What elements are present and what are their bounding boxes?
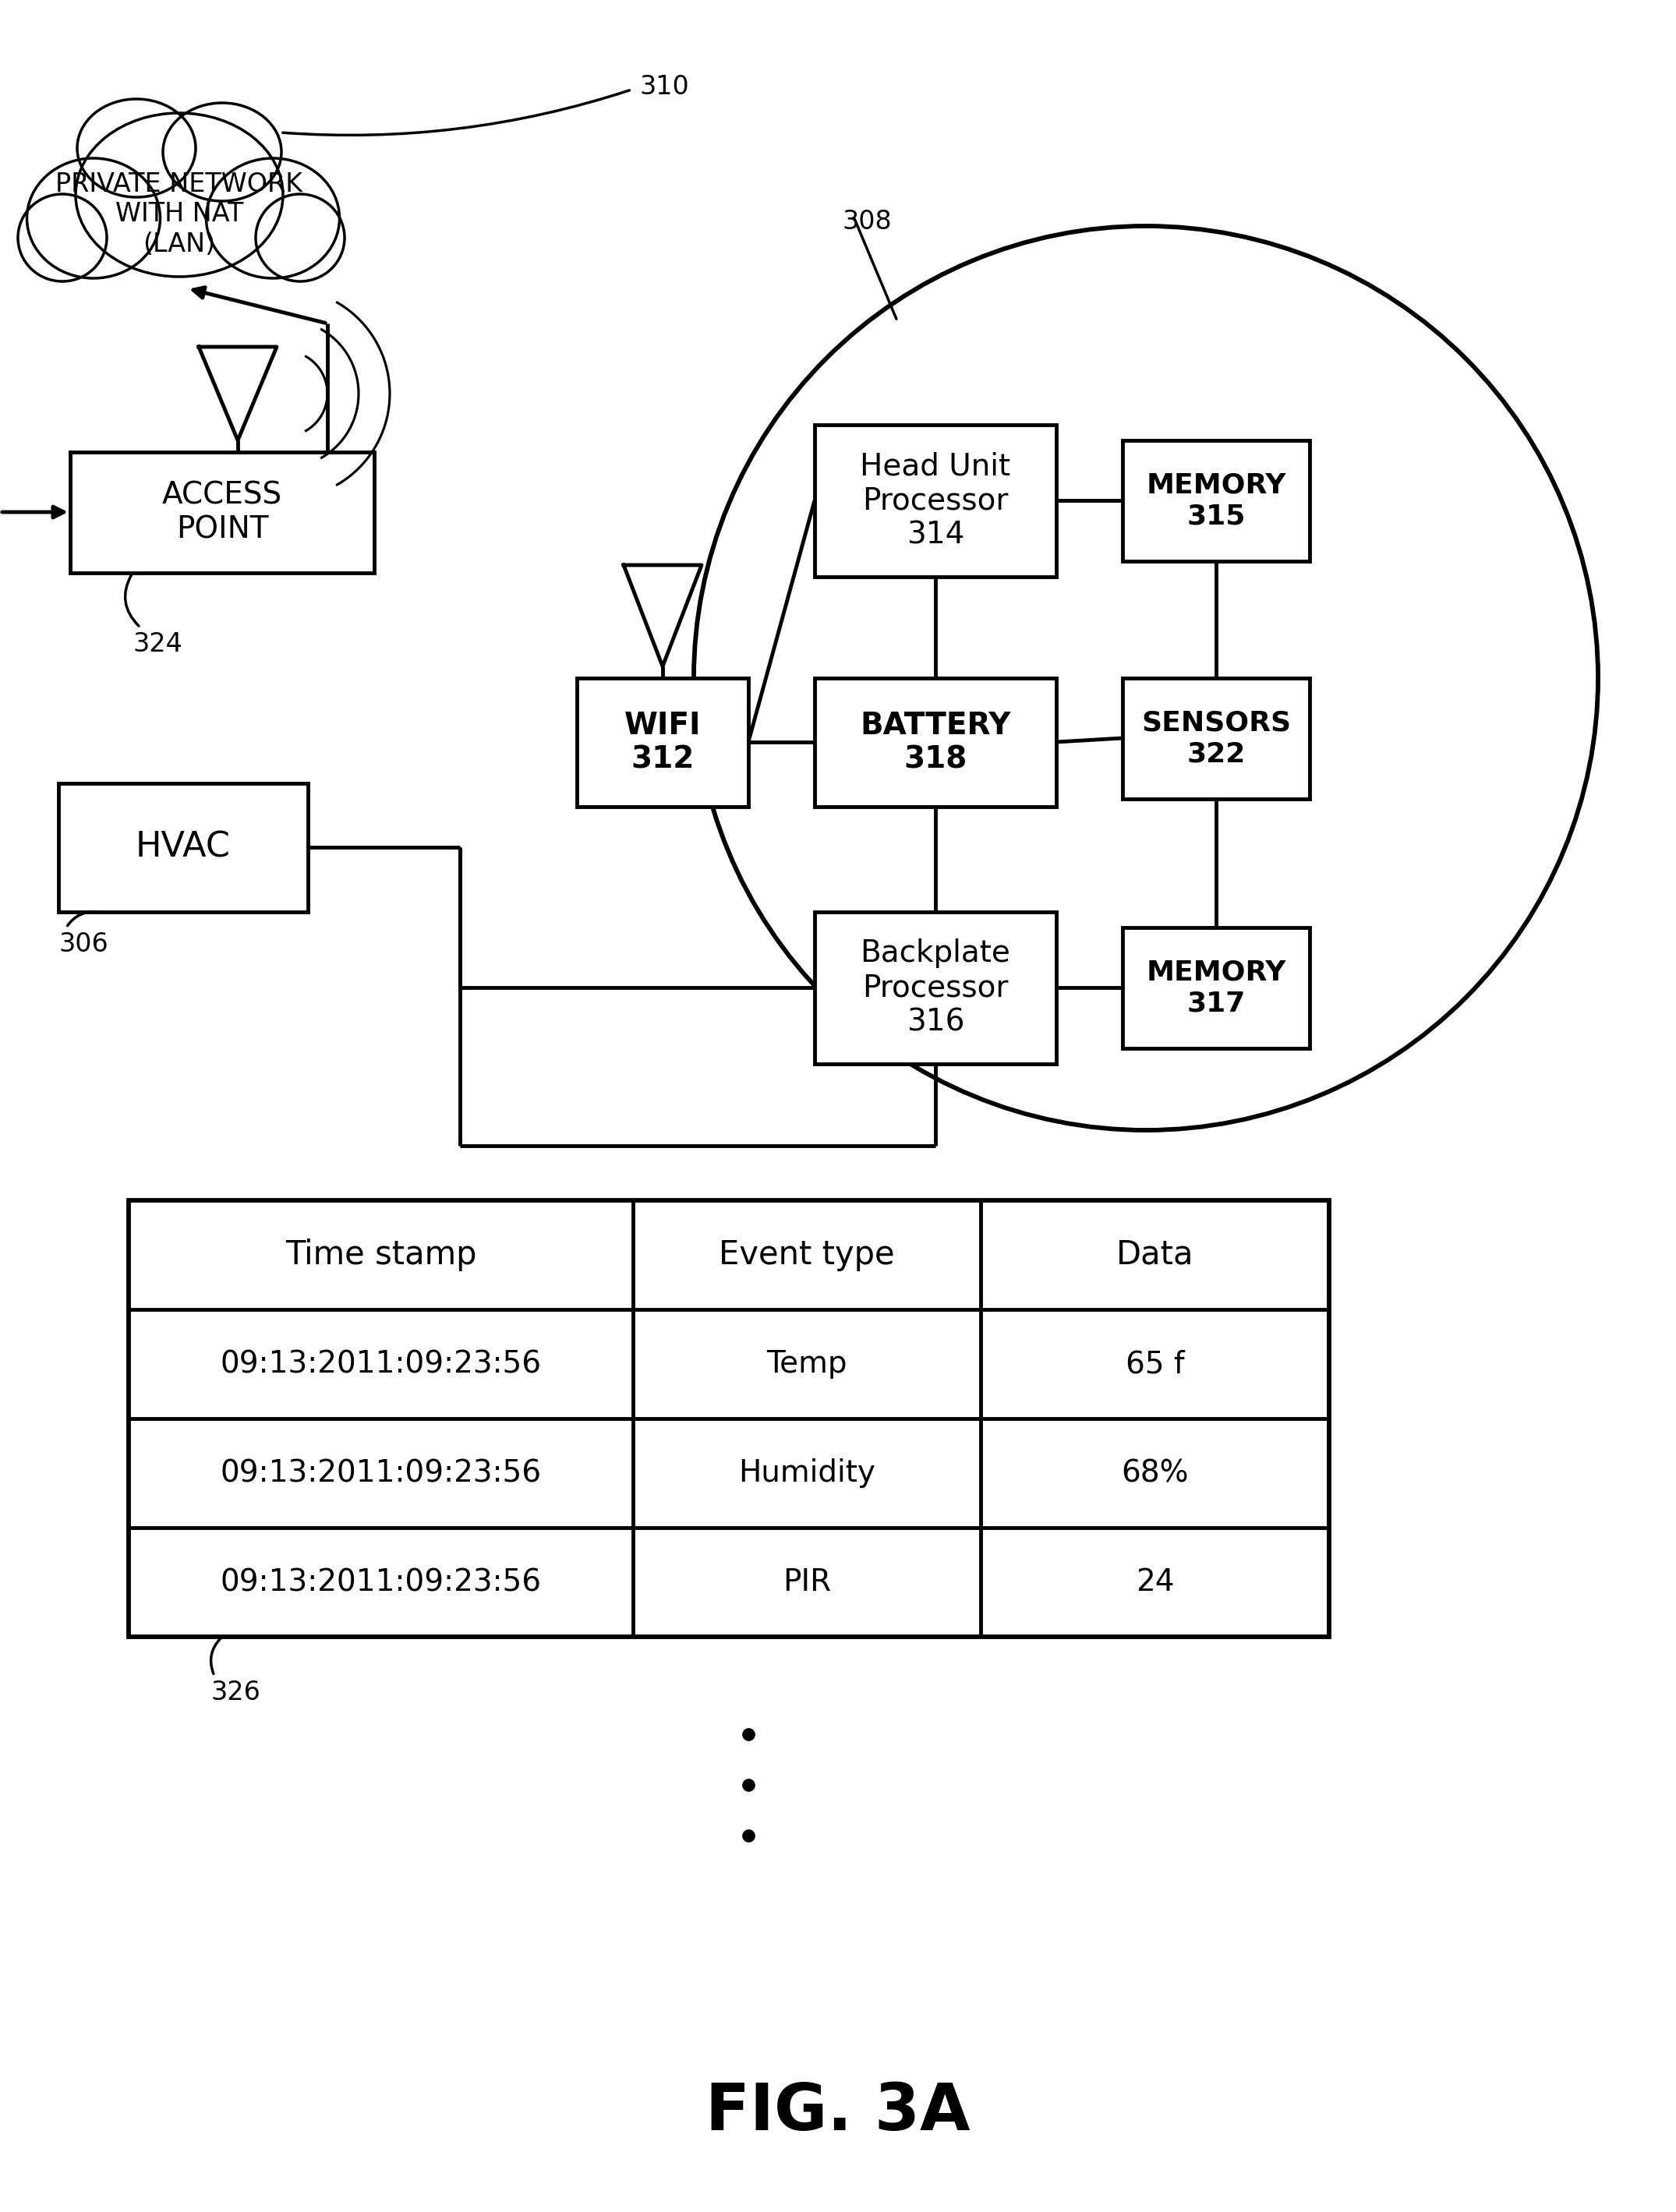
Text: PRIVATE NETWORK
WITH NAT
(LAN): PRIVATE NETWORK WITH NAT (LAN) (55, 173, 303, 257)
Text: Event type: Event type (719, 1239, 895, 1272)
Text: Humidity: Humidity (739, 1458, 875, 1489)
Text: Data: Data (1116, 1239, 1193, 1272)
Text: BATTERY
318: BATTERY 318 (860, 710, 1011, 774)
Polygon shape (623, 564, 702, 666)
Bar (815, 425, 1056, 577)
Text: 326: 326 (211, 1679, 260, 1705)
Text: Backplate
Processor
316: Backplate Processor 316 (860, 938, 1011, 1037)
Ellipse shape (206, 159, 340, 279)
Ellipse shape (77, 100, 196, 197)
Polygon shape (199, 347, 277, 440)
Text: FIG. 3A: FIG. 3A (706, 2081, 970, 2143)
Bar (129, 1201, 1329, 1637)
Ellipse shape (27, 159, 161, 279)
Text: MEMORY
315: MEMORY 315 (1146, 471, 1285, 529)
Bar (815, 679, 1056, 807)
Ellipse shape (18, 195, 107, 281)
Text: 310: 310 (639, 73, 689, 100)
Bar (1123, 679, 1309, 799)
Bar (815, 911, 1056, 1064)
Text: Head Unit
Processor
314: Head Unit Processor 314 (860, 451, 1011, 551)
Text: ACCESS
POINT: ACCESS POINT (163, 480, 282, 544)
Text: Temp: Temp (766, 1349, 848, 1378)
Bar (70, 451, 374, 573)
Text: 306: 306 (59, 931, 109, 958)
Text: 09:13:2011:09:23:56: 09:13:2011:09:23:56 (220, 1568, 541, 1597)
Text: 65 f: 65 f (1126, 1349, 1185, 1378)
Bar (59, 783, 308, 911)
Bar (1123, 927, 1309, 1048)
Text: 24: 24 (1136, 1568, 1175, 1597)
Text: HVAC: HVAC (136, 832, 231, 865)
Text: Time stamp: Time stamp (285, 1239, 476, 1272)
Ellipse shape (163, 104, 282, 201)
Bar (577, 679, 749, 807)
Text: PIR: PIR (783, 1568, 831, 1597)
Bar (1123, 440, 1309, 562)
Text: 09:13:2011:09:23:56: 09:13:2011:09:23:56 (220, 1349, 541, 1378)
Ellipse shape (256, 195, 345, 281)
Text: 09:13:2011:09:23:56: 09:13:2011:09:23:56 (220, 1458, 541, 1489)
Text: WIFI
312: WIFI 312 (623, 710, 701, 774)
Text: 308: 308 (841, 208, 892, 234)
Text: 68%: 68% (1121, 1458, 1188, 1489)
Text: 324: 324 (132, 630, 183, 657)
Text: SENSORS
322: SENSORS 322 (1141, 710, 1291, 768)
Text: MEMORY
317: MEMORY 317 (1146, 960, 1285, 1018)
Ellipse shape (75, 113, 283, 276)
